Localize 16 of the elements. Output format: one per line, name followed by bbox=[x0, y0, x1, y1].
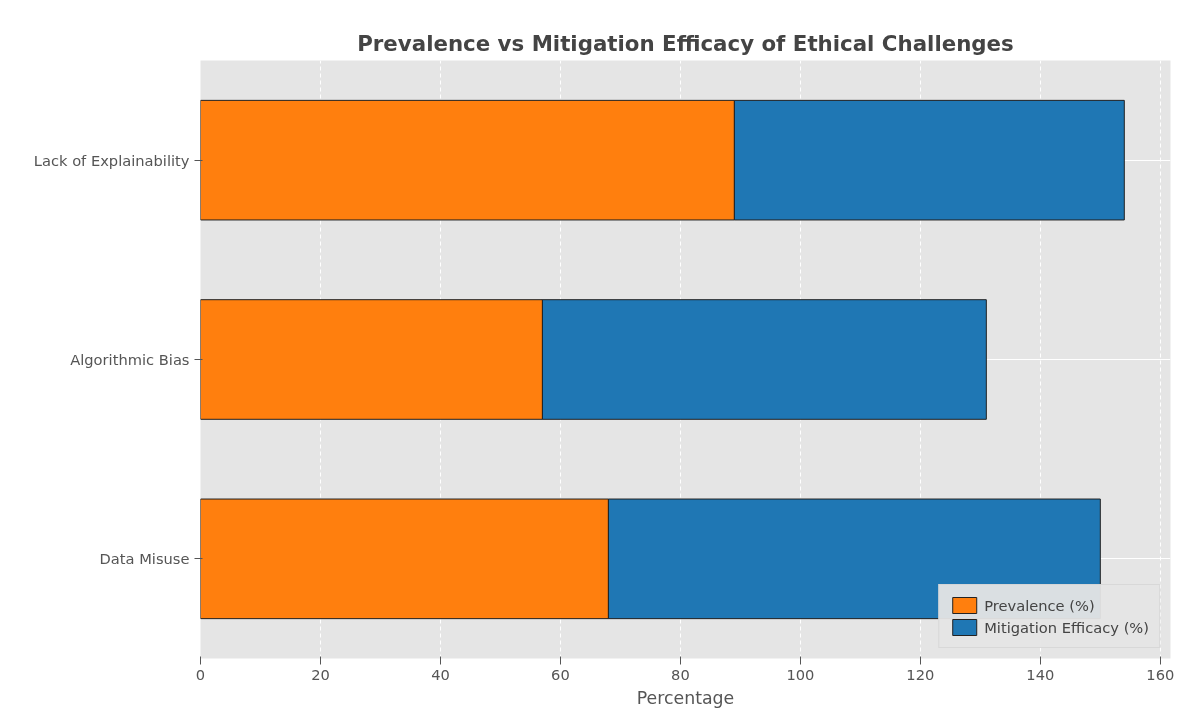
x-tick-label: 20 bbox=[311, 665, 330, 683]
x-tick-label: 40 bbox=[431, 665, 450, 683]
y-tick-label: Data Misuse bbox=[99, 550, 190, 568]
x-tick-label: 100 bbox=[786, 665, 815, 683]
x-tick-label: 140 bbox=[1026, 665, 1055, 683]
x-tick-label: 120 bbox=[906, 665, 935, 683]
chart-title: Prevalence vs Mitigation Efficacy of Ethical Challenges bbox=[357, 30, 1014, 56]
legend-label: Prevalence (%) bbox=[984, 596, 1095, 614]
x-tick-label: 160 bbox=[1146, 665, 1175, 683]
x-tick-label: 60 bbox=[551, 665, 570, 683]
x-tick-label: 0 bbox=[195, 665, 206, 683]
x-axis-title: Percentage bbox=[636, 687, 735, 708]
x-tick-label: 80 bbox=[671, 665, 690, 683]
y-tick-label: Algorithmic Bias bbox=[70, 351, 190, 368]
legend-label: Mitigation Efficacy (%) bbox=[984, 618, 1149, 636]
y-tick-label: Lack of Explainability bbox=[33, 151, 190, 169]
